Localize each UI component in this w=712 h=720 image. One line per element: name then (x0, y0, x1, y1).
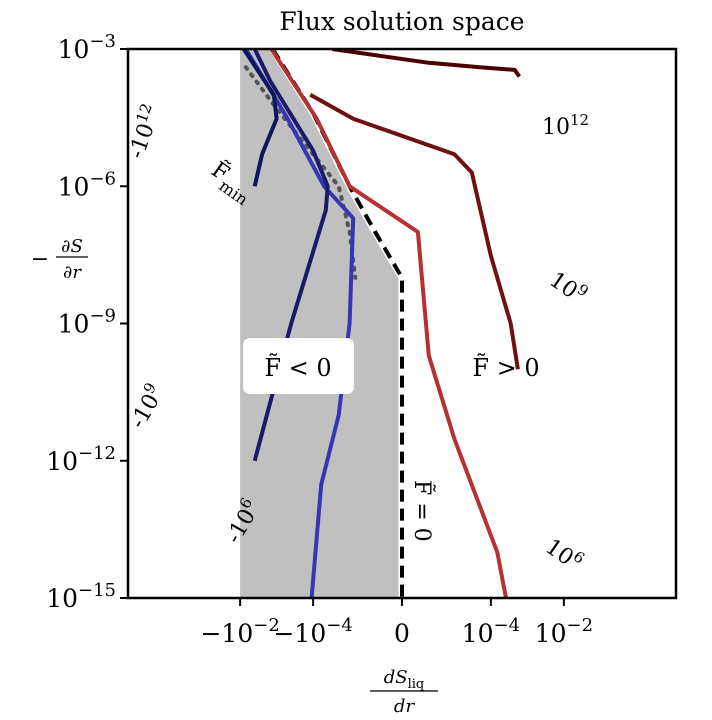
series-line-2 (269, 49, 508, 598)
series-line-4 (252, 49, 330, 462)
svg-text:dSliq: dSliq (384, 667, 425, 692)
svg-text:∂S: ∂S (61, 236, 83, 257)
y-tick-label-1: 10−12 (46, 443, 116, 476)
series-line-3 (244, 49, 356, 598)
negative-flux-region (240, 49, 402, 598)
plot-area (240, 49, 521, 598)
x-axis: −10−2−10−4 0 10−4 10−2 (200, 598, 593, 648)
series-curves (242, 49, 521, 598)
x-tick-label-0: −10−2 (200, 615, 279, 648)
y-tick-label-0: 10−15 (46, 580, 116, 613)
series-label-1: 109 (545, 264, 592, 309)
y-tick-label-2: 10−9 (58, 306, 116, 339)
x-tick-label-2: 0 (394, 619, 410, 648)
svg-text:−: − (31, 247, 49, 272)
x-tick-label-1: −10−4 (273, 615, 352, 648)
x-tick-label-4: 10−2 (535, 615, 593, 648)
series-line-1 (309, 93, 520, 370)
series-label-0: 1012 (542, 111, 589, 140)
negative-region-label: F̃ < 0 (243, 338, 354, 394)
y-axis-label: − ∂S ∂r (31, 236, 88, 283)
svg-text:∂r: ∂r (63, 262, 82, 283)
chart-title: Flux solution space (279, 7, 524, 36)
positive-region-label: F̃ > 0 (472, 354, 539, 382)
y-axis: 10−15 10−12 10−9 10−6 10−3 (46, 31, 128, 613)
f-zero-label: F̃ = 0 (409, 480, 435, 542)
x-tick-label-3: 10−4 (462, 615, 520, 648)
svg-text:dr: dr (394, 696, 416, 717)
series-line-5 (242, 49, 279, 187)
y-tick-label-4: 10−3 (58, 31, 116, 64)
series-label-2: 106 (541, 531, 588, 576)
series-line-0 (331, 49, 521, 78)
negative-region-text: F̃ < 0 (264, 354, 331, 382)
y-tick-label-3: 10−6 (58, 168, 116, 201)
x-axis-label: dSliq dr (370, 667, 438, 717)
